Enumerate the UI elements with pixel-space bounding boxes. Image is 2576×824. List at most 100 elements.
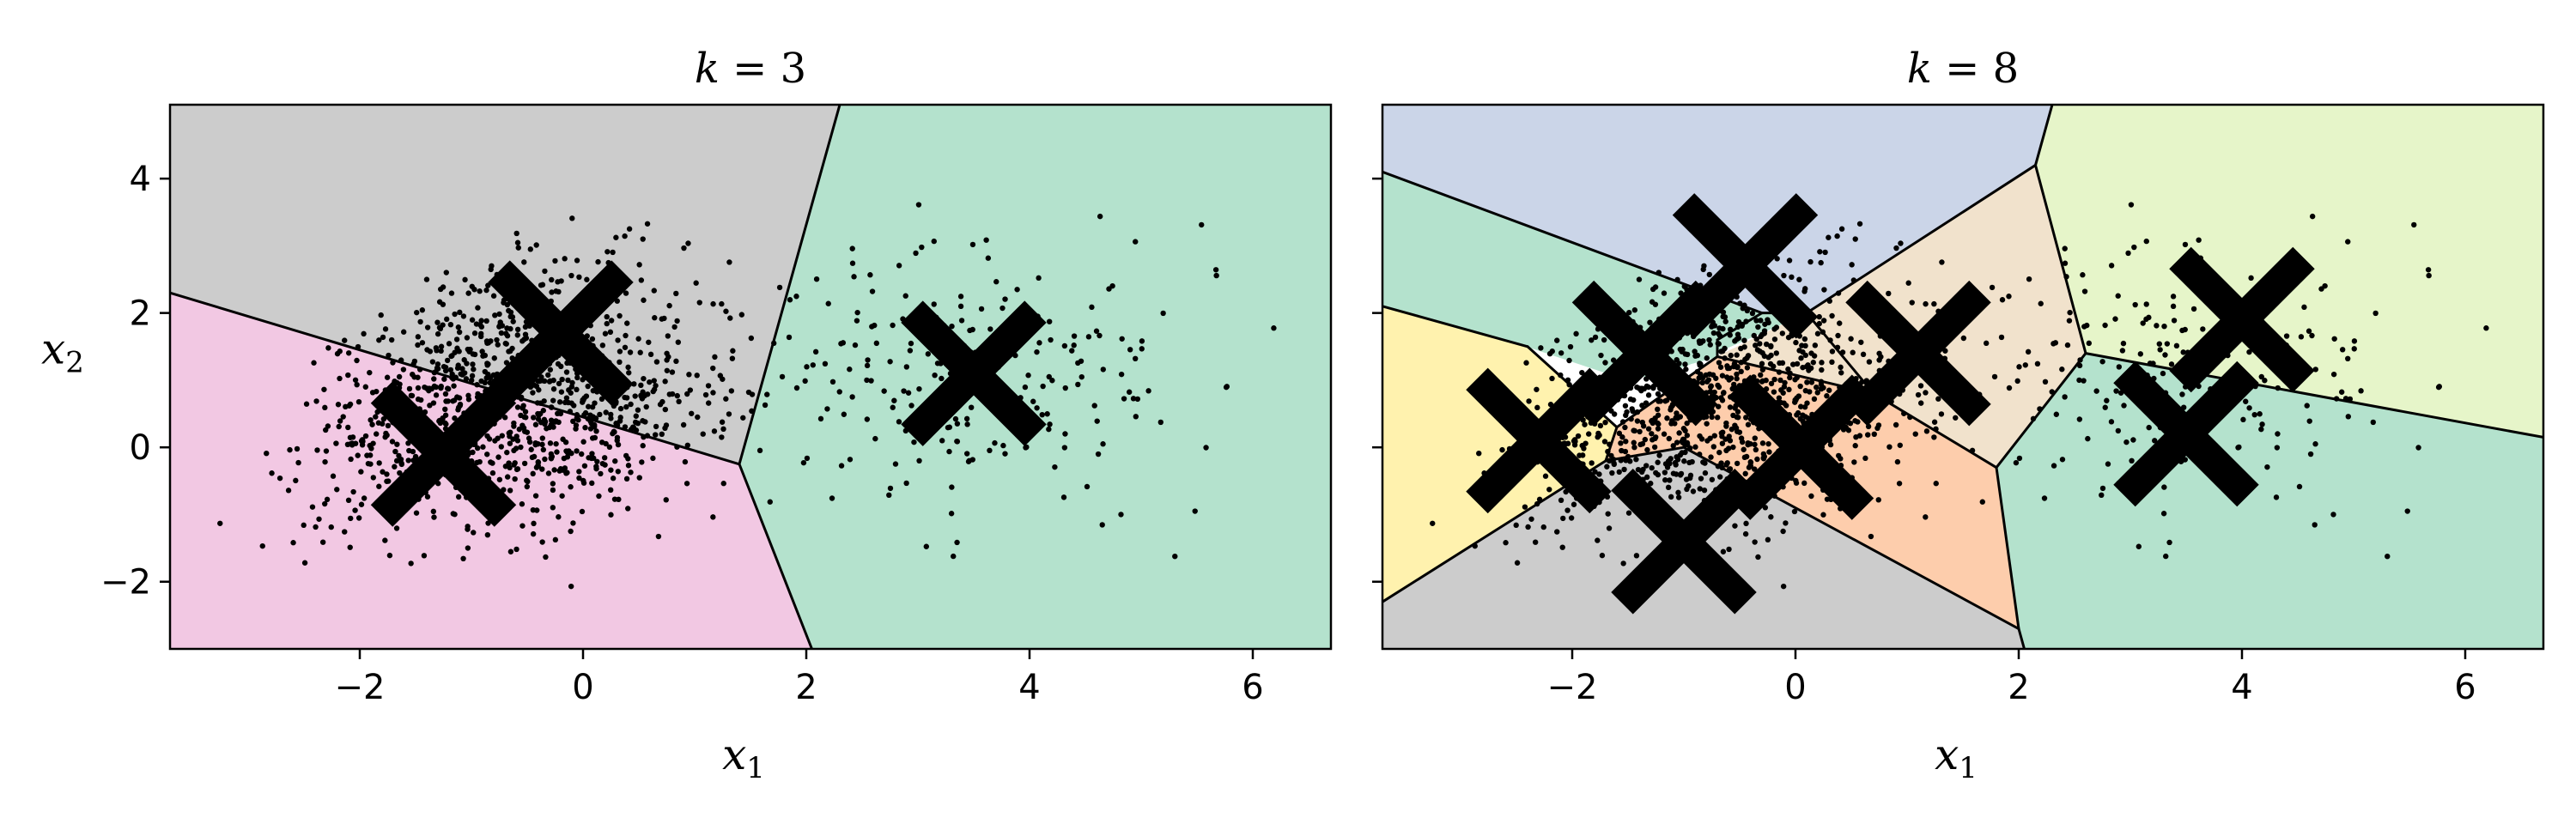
data-point	[2119, 348, 2126, 354]
data-point	[545, 470, 552, 476]
data-point	[1726, 433, 1732, 439]
data-point	[563, 448, 569, 454]
data-point	[358, 501, 365, 507]
data-point	[323, 427, 329, 433]
data-point	[539, 435, 545, 441]
data-point	[887, 359, 893, 365]
data-point	[443, 421, 449, 427]
data-point	[527, 246, 533, 252]
data-point	[1157, 419, 1163, 426]
data-point	[2038, 300, 2044, 306]
data-point	[1546, 487, 1552, 493]
data-point	[1791, 508, 1798, 515]
data-point	[1100, 367, 1106, 373]
data-point	[1619, 434, 1625, 440]
data-point	[1752, 441, 1758, 448]
data-point	[1780, 583, 1787, 590]
data-point	[1061, 342, 1068, 349]
data-point	[1735, 318, 1742, 325]
data-point	[1792, 399, 1798, 405]
data-point	[568, 272, 574, 279]
data-point	[643, 403, 649, 410]
data-point	[422, 384, 428, 391]
data-point	[632, 393, 638, 399]
data-point	[1022, 384, 1029, 391]
data-point	[1912, 431, 1918, 437]
data-point	[1121, 396, 1127, 402]
data-point	[2160, 370, 2166, 377]
data-point	[1677, 472, 1684, 478]
data-point	[518, 396, 525, 402]
data-point	[465, 524, 471, 530]
data-point	[463, 376, 470, 382]
data-point	[499, 433, 505, 439]
data-point	[631, 381, 637, 387]
data-point	[608, 467, 614, 473]
data-point	[596, 493, 602, 500]
y-tick-label: 4	[130, 160, 151, 199]
data-point	[1662, 477, 1668, 483]
data-point	[1758, 318, 1764, 324]
data-point	[384, 471, 390, 477]
data-point	[392, 448, 398, 455]
data-point	[524, 477, 530, 484]
data-point	[559, 376, 565, 383]
data-point	[337, 348, 343, 354]
data-point	[1771, 363, 1777, 370]
data-point	[513, 230, 519, 237]
data-point	[394, 441, 400, 447]
data-point	[1095, 451, 1102, 457]
subplot-k8: −2 0 2 4 6 k = 8 x1	[1372, 45, 2545, 785]
data-point	[1768, 343, 1774, 350]
data-point	[446, 385, 452, 392]
data-point	[2080, 272, 2086, 278]
data-point	[903, 480, 909, 487]
data-point	[945, 424, 951, 431]
data-point	[1672, 459, 1679, 466]
data-point	[1634, 384, 1640, 391]
data-point	[1472, 542, 1478, 549]
data-point	[925, 351, 932, 357]
data-point	[954, 539, 960, 546]
data-point	[748, 335, 755, 342]
data-point	[568, 450, 574, 457]
data-point	[514, 326, 521, 333]
data-point	[641, 393, 647, 399]
axes-frame	[168, 103, 1333, 651]
data-point	[301, 522, 307, 529]
data-point	[675, 339, 682, 345]
data-point	[1753, 318, 1759, 324]
data-point	[905, 390, 912, 396]
data-point	[497, 321, 503, 328]
data-point	[1785, 334, 1792, 341]
data-point	[2120, 340, 2127, 347]
data-point	[1627, 458, 1633, 464]
data-point	[958, 318, 965, 324]
y-axis-label: x2	[41, 324, 84, 380]
data-point	[485, 282, 491, 288]
data-point	[549, 276, 555, 283]
data-point	[354, 357, 360, 364]
data-point	[2351, 346, 2357, 352]
data-point	[1794, 395, 1800, 401]
data-point	[547, 367, 554, 373]
data-point	[840, 340, 847, 346]
data-point	[1933, 426, 1939, 433]
data-point	[592, 434, 598, 441]
data-point	[1629, 406, 1635, 412]
data-point	[452, 349, 458, 355]
data-point	[1774, 256, 1780, 262]
data-point	[764, 391, 770, 397]
data-point	[557, 466, 564, 472]
data-point	[646, 339, 652, 345]
data-point	[1808, 379, 1815, 385]
data-point	[514, 438, 521, 444]
data-point	[2309, 332, 2315, 339]
data-point	[359, 442, 366, 448]
data-point	[1851, 459, 1857, 465]
data-point	[1898, 240, 1904, 246]
data-point	[1706, 336, 1712, 343]
data-point	[1735, 409, 1741, 415]
data-point	[589, 451, 595, 457]
data-point	[1826, 298, 1833, 304]
